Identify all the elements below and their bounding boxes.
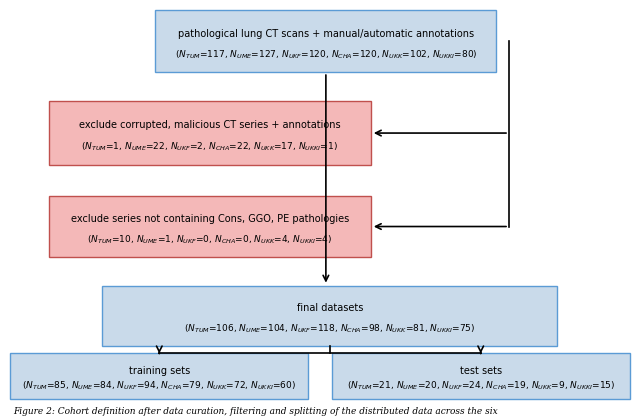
Text: training sets: training sets	[129, 366, 190, 376]
FancyBboxPatch shape	[332, 354, 630, 399]
Text: ($N_{TUM}$=106, $N_{UME}$=104, $N_{UKF}$=118, $N_{CHA}$=98, $N_{UKK}$=81, $N_{UK: ($N_{TUM}$=106, $N_{UME}$=104, $N_{UKF}$…	[184, 323, 476, 335]
Text: ($N_{TUM}$=1, $N_{UME}$=22, $N_{UKF}$=2, $N_{CHA}$=22, $N_{UKK}$=17, $N_{UKKI}$=: ($N_{TUM}$=1, $N_{UME}$=22, $N_{UKF}$=2,…	[81, 141, 338, 153]
FancyBboxPatch shape	[49, 101, 371, 165]
FancyBboxPatch shape	[49, 196, 371, 257]
FancyBboxPatch shape	[10, 354, 308, 399]
Text: ($N_{TUM}$=85, $N_{UME}$=84, $N_{UKF}$=94, $N_{CHA}$=79, $N_{UKK}$=72, $N_{UKKI}: ($N_{TUM}$=85, $N_{UME}$=84, $N_{UKF}$=9…	[22, 380, 296, 392]
Text: ($N_{TUM}$=21, $N_{UME}$=20, $N_{UKF}$=24, $N_{CHA}$=19, $N_{UKK}$=9, $N_{UKKI}$: ($N_{TUM}$=21, $N_{UME}$=20, $N_{UKF}$=2…	[346, 380, 615, 392]
Text: exclude corrupted, malicious CT series + annotations: exclude corrupted, malicious CT series +…	[79, 121, 340, 130]
Text: Figure 2: Cohort definition after data curation, filtering and splitting of the : Figure 2: Cohort definition after data c…	[13, 407, 497, 416]
Text: final datasets: final datasets	[296, 303, 363, 313]
FancyBboxPatch shape	[102, 285, 557, 346]
FancyBboxPatch shape	[156, 10, 497, 72]
Text: pathological lung CT scans + manual/automatic annotations: pathological lung CT scans + manual/auto…	[178, 28, 474, 39]
Text: exclude series not containing Cons, GGO, PE pathologies: exclude series not containing Cons, GGO,…	[70, 214, 349, 224]
Text: ($N_{TUM}$=10, $N_{UME}$=1, $N_{UKF}$=0, $N_{CHA}$=0, $N_{UKK}$=4, $N_{UKKI}$=4): ($N_{TUM}$=10, $N_{UME}$=1, $N_{UKF}$=0,…	[87, 234, 332, 246]
Text: ($N_{TUM}$=117, $N_{UME}$=127, $N_{UKF}$=120, $N_{CHA}$=120, $N_{UKK}$=102, $N_{: ($N_{TUM}$=117, $N_{UME}$=127, $N_{UKF}$…	[175, 49, 477, 61]
Text: test sets: test sets	[460, 366, 502, 376]
